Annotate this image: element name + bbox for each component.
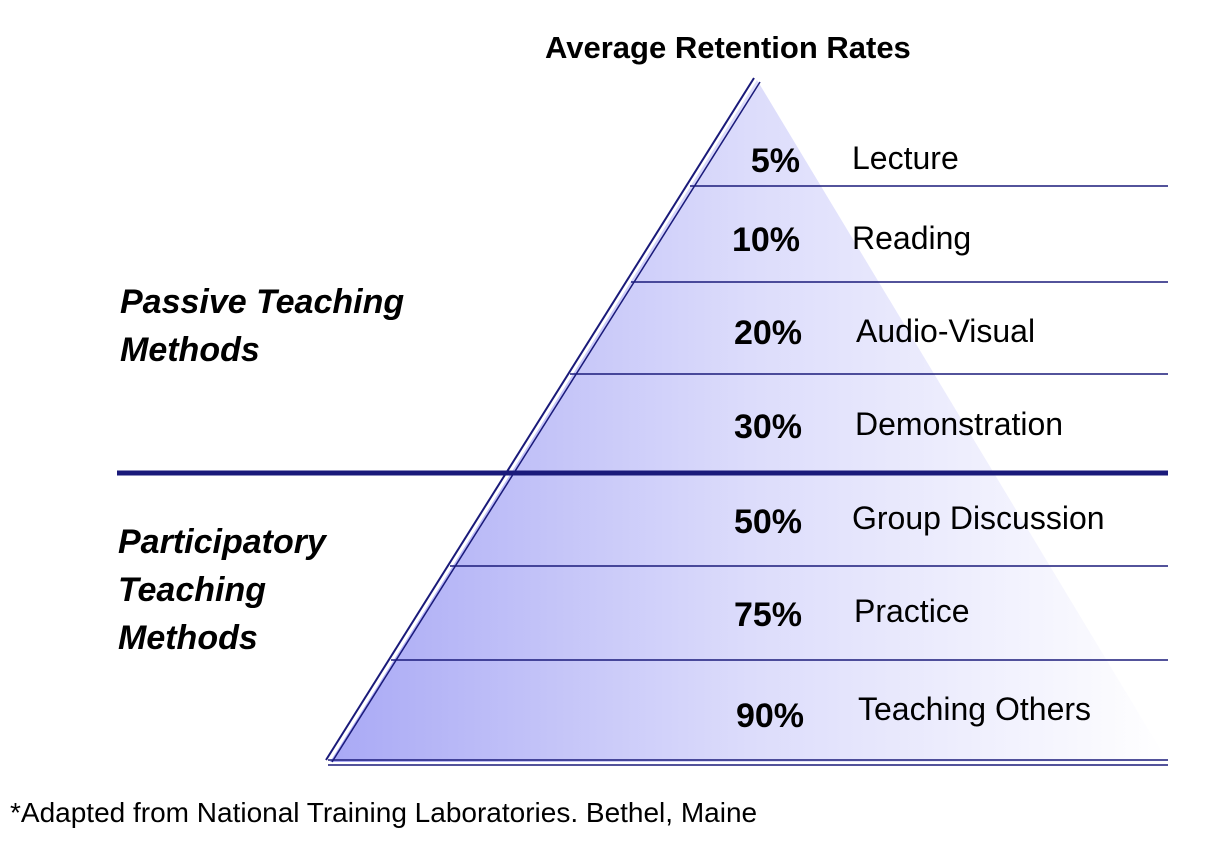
retention-percent-audio-visual: 20% bbox=[733, 314, 802, 352]
method-label-audio-visual: Audio-Visual bbox=[856, 313, 1036, 349]
source-footnote: *Adapted from National Training Laborato… bbox=[10, 797, 758, 828]
retention-percent-demonstration: 30% bbox=[733, 408, 802, 446]
retention-percent-lecture: 5% bbox=[750, 142, 800, 180]
retention-percent-teaching-others: 90% bbox=[735, 697, 804, 735]
method-label-practice: Practice bbox=[854, 593, 970, 629]
participatory-methods-label: Participatory Teaching Methods bbox=[118, 523, 326, 657]
retention-percent-group-discussion: 50% bbox=[733, 503, 802, 541]
retention-percent-practice: 75% bbox=[733, 596, 802, 634]
method-label-reading: Reading bbox=[852, 220, 972, 256]
method-label-lecture: Lecture bbox=[852, 140, 959, 176]
pyramid-left-edge bbox=[325, 77, 755, 761]
method-label-teaching-others: Teaching Others bbox=[858, 691, 1092, 727]
pyramid-fill bbox=[330, 80, 1168, 762]
pyramid-left-edge-inner bbox=[331, 81, 761, 763]
passive-methods-label: Passive Teaching Methods bbox=[120, 283, 405, 369]
diagram-title: Average Retention Rates bbox=[545, 30, 911, 65]
method-label-group-discussion: Group Discussion bbox=[852, 500, 1105, 536]
method-label-demonstration: Demonstration bbox=[855, 406, 1064, 442]
retention-percent-reading: 10% bbox=[731, 221, 800, 259]
